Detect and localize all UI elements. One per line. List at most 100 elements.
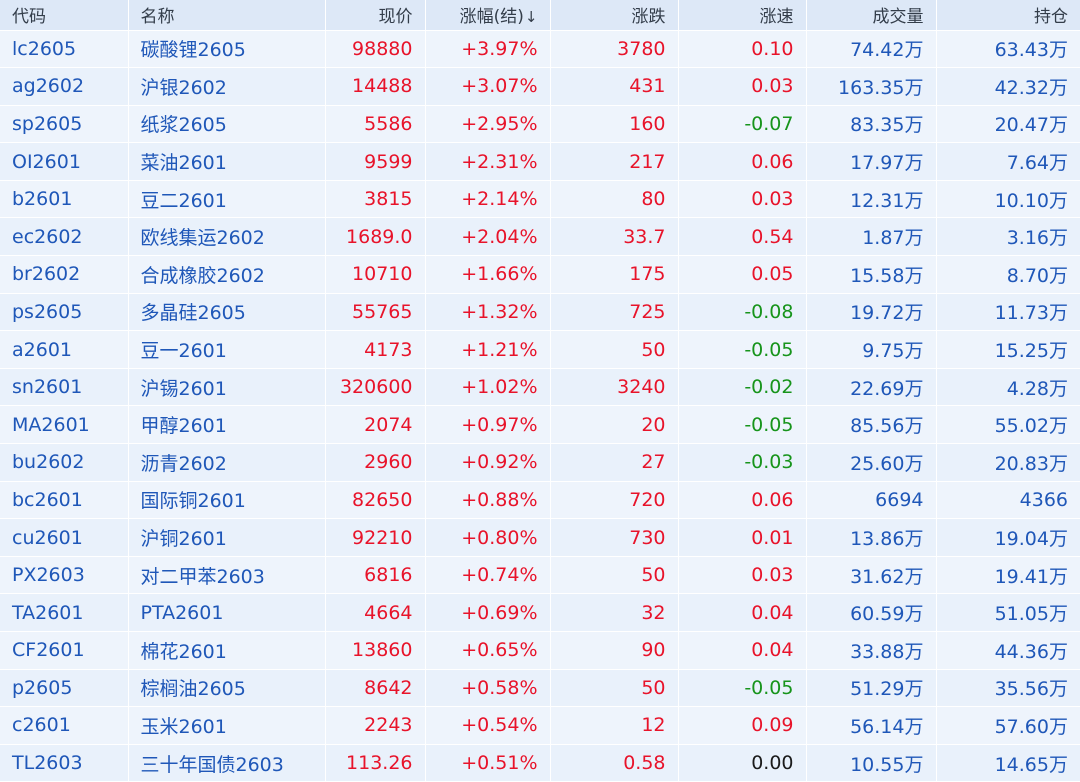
cell-name[interactable]: 碳酸锂2605 — [128, 30, 326, 68]
cell-name[interactable]: 多晶硅2605 — [128, 293, 326, 331]
cell-code[interactable]: ag2602 — [0, 67, 129, 106]
cell-speed: 0.01 — [678, 518, 807, 557]
cell-speed: 0.04 — [678, 631, 807, 670]
header-open-interest[interactable]: 持仓 — [936, 0, 1080, 31]
cell-price: 2243 — [325, 706, 426, 745]
cell-name[interactable]: 合成橡胶2602 — [128, 255, 326, 294]
cell-price: 320600 — [325, 368, 426, 406]
table-row[interactable]: bu2602 沥青2602 2960 +0.92% 27 -0.03 25.60万 20.83… — [0, 443, 1080, 482]
cell-name[interactable]: 菜油2601 — [128, 142, 326, 181]
table-row[interactable]: sn2601 沪锡2601 320600 +1.02% 3240 -0.02 22.69万 4… — [0, 368, 1080, 406]
cell-volume: 12.31万 — [806, 180, 937, 218]
cell-volume: 25.60万 — [806, 443, 937, 482]
table-row[interactable]: CF2601 棉花2601 13860 +0.65% 90 0.04 33.88万 44.36… — [0, 631, 1080, 670]
table-row[interactable]: bc2601 国际铜2601 82650 +0.88% 720 0.06 6694 4366 — [0, 481, 1080, 519]
cell-code[interactable]: sn2601 — [0, 368, 129, 406]
cell-volume: 33.88万 — [806, 631, 937, 670]
cell-name[interactable]: 欧线集运2602 — [128, 217, 326, 256]
cell-change: 175 — [550, 255, 679, 294]
cell-change-pct: +0.74% — [425, 556, 551, 594]
table-row[interactable]: ec2602 欧线集运2602 1689.0 +2.04% 33.7 0.54 1.87万 3… — [0, 217, 1080, 256]
header-volume[interactable]: 成交量 — [806, 0, 937, 31]
cell-speed: 0.00 — [678, 744, 807, 782]
cell-open-interest: 14.65万 — [994, 753, 1068, 776]
cell-code[interactable]: br2602 — [0, 255, 129, 294]
table-row[interactable]: a2601 豆一2601 4173 +1.21% 50 -0.05 9.75万 15.25万 — [0, 330, 1080, 369]
table-row[interactable]: c2601 玉米2601 2243 +0.54% 12 0.09 56.14万 57.60万 — [0, 706, 1080, 745]
cell-change: 50 — [550, 669, 679, 707]
table-row[interactable]: PX2603 对二甲苯2603 6816 +0.74% 50 0.03 31.62万 19.4… — [0, 556, 1080, 594]
cell-code[interactable]: TA2601 — [0, 593, 129, 632]
cell-speed: -0.02 — [678, 368, 807, 406]
table-row[interactable]: b2601 豆二2601 3815 +2.14% 80 0.03 12.31万 10.10万 — [0, 180, 1080, 218]
cell-code[interactable]: lc2605 — [0, 30, 129, 68]
cell-name[interactable]: 沥青2602 — [128, 443, 326, 482]
cell-code[interactable]: PX2603 — [0, 556, 129, 594]
cell-name[interactable]: 国际铜2601 — [128, 481, 326, 519]
cell-name[interactable]: PTA2601 — [128, 593, 326, 632]
cell-name[interactable]: 纸浆2605 — [128, 105, 326, 143]
table-row[interactable]: MA2601 甲醇2601 2074 +0.97% 20 -0.05 85.56万 55.02… — [0, 405, 1080, 444]
cell-name[interactable]: 甲醇2601 — [128, 405, 326, 444]
header-speed[interactable]: 涨速 — [678, 0, 807, 31]
header-name[interactable]: 名称 — [128, 0, 326, 31]
table-row[interactable]: TL2603 三十年国债2603 113.26 +0.51% 0.58 0.00 10.55… — [0, 744, 1080, 782]
cell-code[interactable]: sp2605 — [0, 105, 129, 143]
cell-code[interactable]: MA2601 — [0, 405, 129, 444]
cell-speed: -0.05 — [678, 405, 807, 444]
cell-code[interactable]: ps2605 — [0, 293, 129, 331]
cell-name[interactable]: 豆二2601 — [128, 180, 326, 218]
cell-code[interactable]: c2601 — [0, 706, 129, 745]
cell-code[interactable]: CF2601 — [0, 631, 129, 670]
cell-name[interactable]: 棉花2601 — [128, 631, 326, 670]
cell-code[interactable]: p2605 — [0, 669, 129, 707]
header-change-pct[interactable]: 涨幅(结)↓ — [425, 0, 551, 31]
cell-name[interactable]: 棕榈油2605 — [128, 669, 326, 707]
cell-code[interactable]: OI2601 — [0, 142, 129, 181]
table-row[interactable]: TA2601 PTA2601 4664 +0.69% 32 0.04 60.59万 51.05… — [0, 593, 1080, 632]
cell-change-pct: +3.97% — [425, 30, 551, 68]
table-row[interactable]: lc2605 碳酸锂2605 98880 +3.97% 3780 0.10 74.42万 63… — [0, 30, 1080, 68]
cell-name[interactable]: 三十年国债2603 — [128, 744, 326, 782]
cell-change-pct: +3.07% — [425, 67, 551, 106]
cell-change-pct: +0.69% — [425, 593, 551, 632]
cell-code[interactable]: a2601 — [0, 330, 129, 369]
cell-code[interactable]: bc2601 — [0, 481, 129, 519]
cell-code[interactable]: bu2602 — [0, 443, 129, 482]
table-row[interactable]: p2605 棕榈油2605 8642 +0.58% 50 -0.05 51.29万 35.56… — [0, 669, 1080, 707]
table-row[interactable]: cu2601 沪铜2601 92210 +0.80% 730 0.01 13.86万 19.0… — [0, 518, 1080, 557]
table-row[interactable]: br2602 合成橡胶2602 10710 +1.66% 175 0.05 15.58万 8.… — [0, 255, 1080, 294]
cell-price: 1689.0 — [325, 217, 426, 256]
cell-change-pct: +0.97% — [425, 405, 551, 444]
table-body: lc2605 碳酸锂2605 98880 +3.97% 3780 0.10 74.42万 63… — [0, 30, 1080, 782]
cell-name[interactable]: 对二甲苯2603 — [128, 556, 326, 594]
cell-volume: 15.58万 — [806, 255, 937, 294]
table-row[interactable]: OI2601 菜油2601 9599 +2.31% 217 0.06 17.97万 7.64万 — [0, 142, 1080, 181]
cell-name[interactable]: 沪铜2601 — [128, 518, 326, 557]
header-change[interactable]: 涨跌 — [550, 0, 679, 31]
cell-speed: 0.03 — [678, 556, 807, 594]
cell-name[interactable]: 沪锡2601 — [128, 368, 326, 406]
table-row[interactable]: sp2605 纸浆2605 5586 +2.95% 160 -0.07 83.35万 20.4… — [0, 105, 1080, 143]
table-row[interactable]: ag2602 沪银2602 14488 +3.07% 431 0.03 163.35万 42.… — [0, 67, 1080, 106]
cell-code[interactable]: cu2601 — [0, 518, 129, 557]
cell-name[interactable]: 豆一2601 — [128, 330, 326, 369]
cell-open-interest: 42.32万 — [994, 76, 1068, 99]
cell-change: 12 — [550, 706, 679, 745]
cell-code[interactable]: TL2603 — [0, 744, 129, 782]
cell-price: 13860 — [325, 631, 426, 670]
cell-change-pct: +2.31% — [425, 142, 551, 181]
cell-change-pct: +0.58% — [425, 669, 551, 707]
cell-name[interactable]: 玉米2601 — [128, 706, 326, 745]
header-price[interactable]: 现价 — [325, 0, 426, 31]
header-code[interactable]: 代码 — [0, 0, 129, 31]
cell-speed: -0.05 — [678, 669, 807, 707]
cell-code[interactable]: ec2602 — [0, 217, 129, 256]
cell-change-pct: +0.51% — [425, 744, 551, 782]
table-row[interactable]: ps2605 多晶硅2605 55765 +1.32% 725 -0.08 19.72万 11… — [0, 293, 1080, 331]
cell-speed: 0.09 — [678, 706, 807, 745]
cell-price: 5586 — [325, 105, 426, 143]
cell-volume: 60.59万 — [806, 593, 937, 632]
cell-name[interactable]: 沪银2602 — [128, 67, 326, 106]
cell-code[interactable]: b2601 — [0, 180, 129, 218]
